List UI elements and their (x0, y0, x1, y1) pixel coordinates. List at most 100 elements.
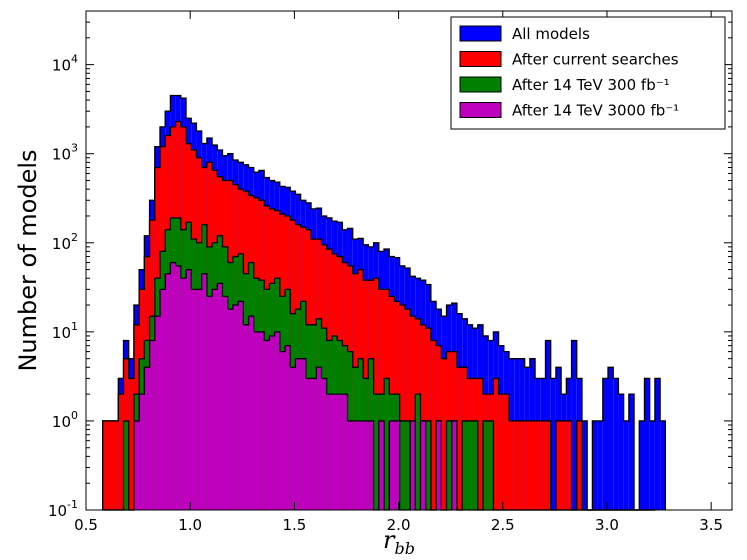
legend-label: After 14 TeV 300 fb⁻¹ (512, 76, 670, 94)
bar (201, 273, 207, 510)
bar (238, 301, 244, 510)
bar (420, 420, 426, 510)
bar (576, 420, 582, 510)
legend-label: All models (512, 25, 590, 43)
bar (191, 289, 197, 510)
plot-frame (85, 10, 733, 511)
bar (602, 378, 609, 510)
bar (410, 420, 416, 510)
bar (212, 289, 218, 510)
bar (566, 420, 572, 510)
bar (467, 420, 473, 510)
bar (545, 420, 551, 510)
bar (352, 420, 358, 510)
bar (394, 420, 400, 510)
bar (243, 324, 249, 510)
bar (649, 420, 655, 510)
bar (118, 394, 124, 510)
bar (498, 394, 504, 510)
bar (410, 316, 416, 510)
bar (113, 420, 119, 510)
bar (654, 378, 661, 510)
series-outline (102, 94, 666, 511)
bar (206, 296, 213, 510)
bar (149, 340, 155, 510)
x-axis-label-subscript: bb (395, 539, 415, 558)
y-tick-label: 100 (52, 409, 78, 431)
bar (425, 420, 431, 510)
bar (363, 420, 369, 510)
series-outline (102, 120, 655, 511)
bar (529, 420, 536, 510)
bar (644, 378, 650, 510)
bar (316, 367, 322, 510)
histogram-bars (102, 94, 666, 511)
legend-swatch (459, 76, 502, 93)
bar (628, 394, 635, 510)
bar (503, 394, 510, 510)
bar (420, 324, 426, 510)
legend: All models After current searches After 14… (450, 16, 726, 130)
bar (456, 367, 463, 510)
bar (415, 394, 421, 510)
series-4 (102, 261, 655, 511)
bar (399, 305, 405, 510)
bar (660, 420, 666, 510)
x-tick-label: 3.5 (699, 516, 723, 534)
bar (399, 420, 405, 510)
x-tick-label: 2.0 (387, 516, 411, 534)
bar (321, 378, 327, 510)
bar (493, 378, 499, 510)
bar (337, 394, 343, 510)
bar (274, 331, 280, 510)
bar (217, 283, 223, 510)
legend-label: After current searches (512, 51, 679, 69)
y-tick-label: 104 (52, 53, 78, 75)
bar (285, 345, 291, 510)
bar (232, 305, 239, 510)
bar (597, 420, 603, 510)
y-axis-label: Number of models (14, 149, 42, 371)
bar (295, 358, 301, 510)
bar (550, 378, 556, 510)
bar (488, 420, 494, 510)
bar (133, 420, 140, 510)
bar (144, 367, 150, 510)
bar (436, 420, 442, 510)
x-axis-label: rbb (383, 526, 415, 558)
bar (608, 367, 614, 510)
bar (326, 394, 332, 510)
legend-label: After 14 TeV 3000 fb⁻¹ (512, 102, 679, 120)
x-tick-label: 1.5 (282, 516, 306, 534)
bar (592, 420, 598, 510)
bar (342, 394, 348, 510)
bar (519, 420, 525, 510)
bar (561, 420, 567, 510)
legend-swatch (459, 102, 502, 118)
bar (571, 340, 577, 510)
bar (258, 331, 265, 510)
bar (253, 331, 259, 510)
bar (264, 340, 270, 510)
bar (446, 420, 452, 510)
bar (451, 420, 457, 510)
legend-swatch (459, 25, 502, 42)
bar (524, 420, 530, 510)
bar (623, 420, 629, 510)
bar (347, 420, 353, 510)
bar (535, 420, 541, 510)
bar (102, 420, 108, 510)
bar (123, 420, 129, 510)
bar (618, 394, 624, 510)
bar (159, 289, 166, 510)
bar (311, 378, 317, 510)
bar (639, 420, 645, 510)
bar (300, 358, 306, 510)
bar (139, 394, 145, 510)
bar (196, 289, 202, 510)
bar (404, 420, 411, 510)
bar (404, 309, 411, 510)
bar (154, 316, 160, 510)
bar (175, 265, 181, 510)
bar (482, 420, 489, 510)
